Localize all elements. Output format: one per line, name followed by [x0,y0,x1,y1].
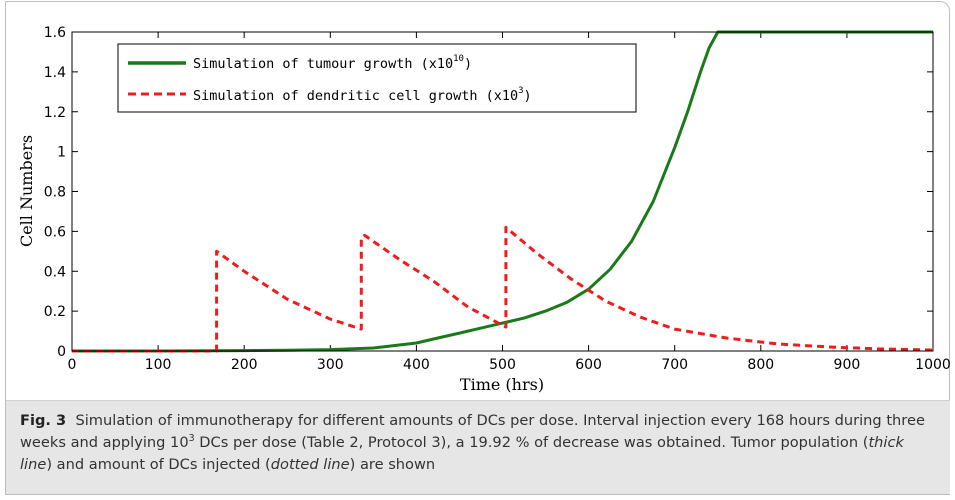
caption-text-3: ) and amount of DCs injected ( [46,456,271,473]
legend-box [117,43,637,113]
dendritic-cell-line [72,225,934,353]
y-tick-label: 0.6 [44,224,66,240]
plot-area-border [71,31,934,352]
x-tick-label: 700 [661,357,688,373]
y-tick-label: 1.2 [44,105,66,121]
y-tick-label: 0 [57,344,66,360]
line-chart: 0 100 200 300 400 500 600 700 800 900 1000 0 0.2 0.4 0… [17,25,951,394]
caption-text-1: Simulation of immunotherapy for differen… [20,412,925,451]
y-tick-label: 1.4 [44,65,66,81]
legend-label-tumour: Simulation of tumour growth (x1010) [193,54,472,72]
legend-label-dendritic: Simulation of dendritic cell growth (x10… [193,86,532,104]
x-tick-label: 400 [403,357,430,373]
caption-em-thick-line: thick line [20,434,904,473]
y-tick-label: 1 [57,145,66,161]
y-tick-label: 0.2 [44,304,66,320]
x-tick-label: 0 [68,357,77,373]
caption-background [6,400,950,494]
y-tick-label: 0.8 [44,185,66,201]
caption-text-2: DCs per dose (Table 2, Protocol 3), a 19… [194,434,869,451]
x-tick-label: 800 [747,357,774,373]
x-tick-label: 1000 [915,357,951,373]
y-axis-label: Cell Numbers [17,135,36,247]
caption-text-4: ) are shown [349,456,436,473]
x-tick-label: 600 [575,357,602,373]
y-tick-label: 0.4 [44,264,66,280]
caption-em-dotted-line: dotted line [270,456,350,473]
legend: Simulation of tumour growth (x1010) Simu… [117,43,637,113]
caption-sup: 3 [188,433,195,445]
x-axis-label: Time (hrs) [460,375,544,394]
x-tick-label: 500 [489,357,516,373]
y-tick-label: 1.6 [44,25,66,41]
caption-label: Fig. 3 [20,412,67,429]
axis-ticks: 0 100 200 300 400 500 600 700 800 900 1000 0 0.2 0.4 0… [44,25,951,373]
x-tick-label: 300 [317,357,344,373]
x-tick-label: 100 [145,357,172,373]
figure-caption: Fig. 3 Simulation of immunotherapy for d… [20,410,925,476]
figure-frame [5,1,950,495]
x-tick-label: 900 [834,357,861,373]
x-tick-label: 200 [231,357,258,373]
